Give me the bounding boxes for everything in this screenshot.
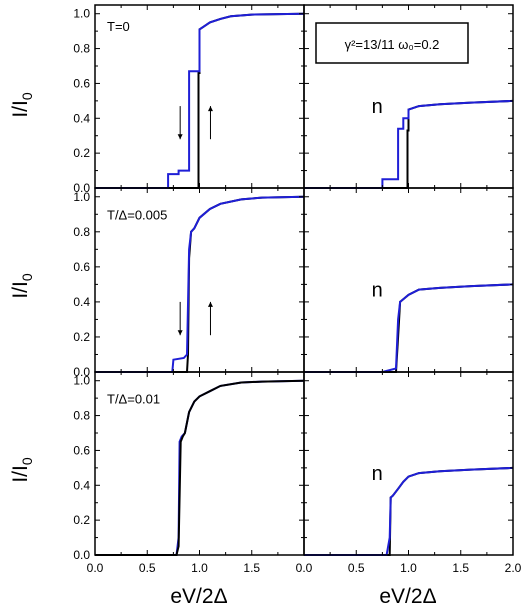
tick-labels: 0.00.20.40.60.81.00.00.20.40.60.81.00.00…	[73, 7, 521, 575]
y-tick-label: 1.0	[73, 374, 90, 388]
y-tick-label: 0.6	[73, 76, 90, 90]
down-arrow-icon	[177, 106, 183, 140]
panel-annotation-4: T/Δ=0.01	[107, 391, 160, 406]
y-axis-label-row3: I/I0	[9, 457, 35, 483]
panel-frame-r1-c1	[303, 187, 514, 373]
y-tick-label: 0.4	[73, 478, 90, 492]
y-tick-label: 0.4	[73, 295, 90, 309]
parameter-box-text: γ²=13/11 ω₀=0.2	[345, 37, 440, 52]
svg-text:I/I0: I/I0	[9, 457, 35, 483]
down-arrow-icon	[177, 301, 183, 336]
y-tick-label: 0.2	[73, 513, 90, 527]
y-tick-label: 0.8	[73, 225, 90, 239]
y-tick-label: 1.0	[73, 190, 90, 204]
x-axis-label-left: eV/2Δ	[170, 585, 227, 608]
panel-label-n-3: n	[372, 280, 383, 302]
panel-label-n-1: n	[372, 96, 383, 118]
x-tick-label-left: 0.0	[296, 561, 313, 575]
y-tick-label: 1.0	[73, 7, 90, 21]
svg-text:I/I0: I/I0	[9, 273, 35, 299]
x-tick-label-left: 0.5	[139, 561, 156, 575]
parameter-box: γ²=13/11 ω₀=0.2	[315, 22, 469, 64]
y-axis-label-row1: I/I0	[9, 92, 35, 118]
series-line-black-panel-5	[304, 466, 514, 556]
series-line-blue-panel-0	[95, 12, 305, 189]
x-tick-label-left: 1.5	[243, 561, 260, 575]
y-tick-label: 0.6	[73, 443, 90, 457]
y-label-sub: 0	[19, 273, 35, 281]
series-line-blue-panel-3	[304, 283, 514, 373]
down-arrow-head	[177, 330, 183, 336]
y-tick-label: 0.6	[73, 260, 90, 274]
series-line-black-panel-4	[95, 379, 305, 556]
panel-frames	[94, 4, 514, 556]
series-line-blue-panel-5	[304, 466, 514, 556]
up-arrow-icon	[207, 106, 213, 140]
y-tick-label: 0.8	[73, 42, 90, 56]
y-tick-label: 0.2	[73, 330, 90, 344]
series-line-black-panel-2	[95, 195, 305, 373]
y-axis-label-row2: I/I0	[9, 273, 35, 299]
y-tick-label: 0.4	[73, 111, 90, 125]
up-arrow-icon	[207, 301, 213, 336]
x-tick-label-left: 0.0	[87, 561, 104, 575]
y-label-sub: 0	[19, 457, 35, 465]
panel-annotation-2: T/Δ=0.005	[107, 208, 167, 223]
series-line-black-panel-3	[304, 283, 514, 373]
y-tick-label: 0.8	[73, 409, 90, 423]
y-tick-label: 0.0	[73, 181, 90, 195]
series-line-blue-panel-1	[304, 99, 514, 189]
series-line-blue-panel-4	[95, 379, 305, 556]
y-label-main: I/I	[9, 100, 32, 118]
y-label-main: I/I	[9, 281, 32, 299]
svg-text:I/I0: I/I0	[9, 92, 35, 118]
x-axis-label-right: eV/2Δ	[379, 585, 436, 608]
panel-label-n-5: n	[372, 463, 383, 485]
panel-frame-r2-c1	[303, 371, 514, 556]
up-arrow-head	[207, 301, 213, 307]
tick-marks	[94, 5, 514, 556]
x-tick-label-right: 1.0	[400, 561, 417, 575]
series-line-blue-panel-2	[95, 195, 305, 373]
x-tick-label-left: 1.0	[191, 561, 208, 575]
y-label-sub: 0	[19, 92, 35, 100]
x-tick-label-right: 2.0	[505, 561, 522, 575]
x-tick-label-right: 0.5	[348, 561, 365, 575]
panel-annotation-0: T=0	[107, 19, 130, 34]
y-tick-label: 0.2	[73, 146, 90, 160]
up-arrow-head	[207, 106, 213, 112]
y-tick-label: 0.0	[73, 365, 90, 379]
down-arrow-head	[177, 134, 183, 140]
series-layer	[95, 12, 514, 556]
y-tick-label: 0.0	[73, 548, 90, 562]
annotations: T=0 n T/Δ=0.005 n T/Δ=0.01 n	[107, 19, 383, 485]
x-tick-label-right: 1.5	[452, 561, 469, 575]
y-label-main: I/I	[9, 465, 32, 483]
